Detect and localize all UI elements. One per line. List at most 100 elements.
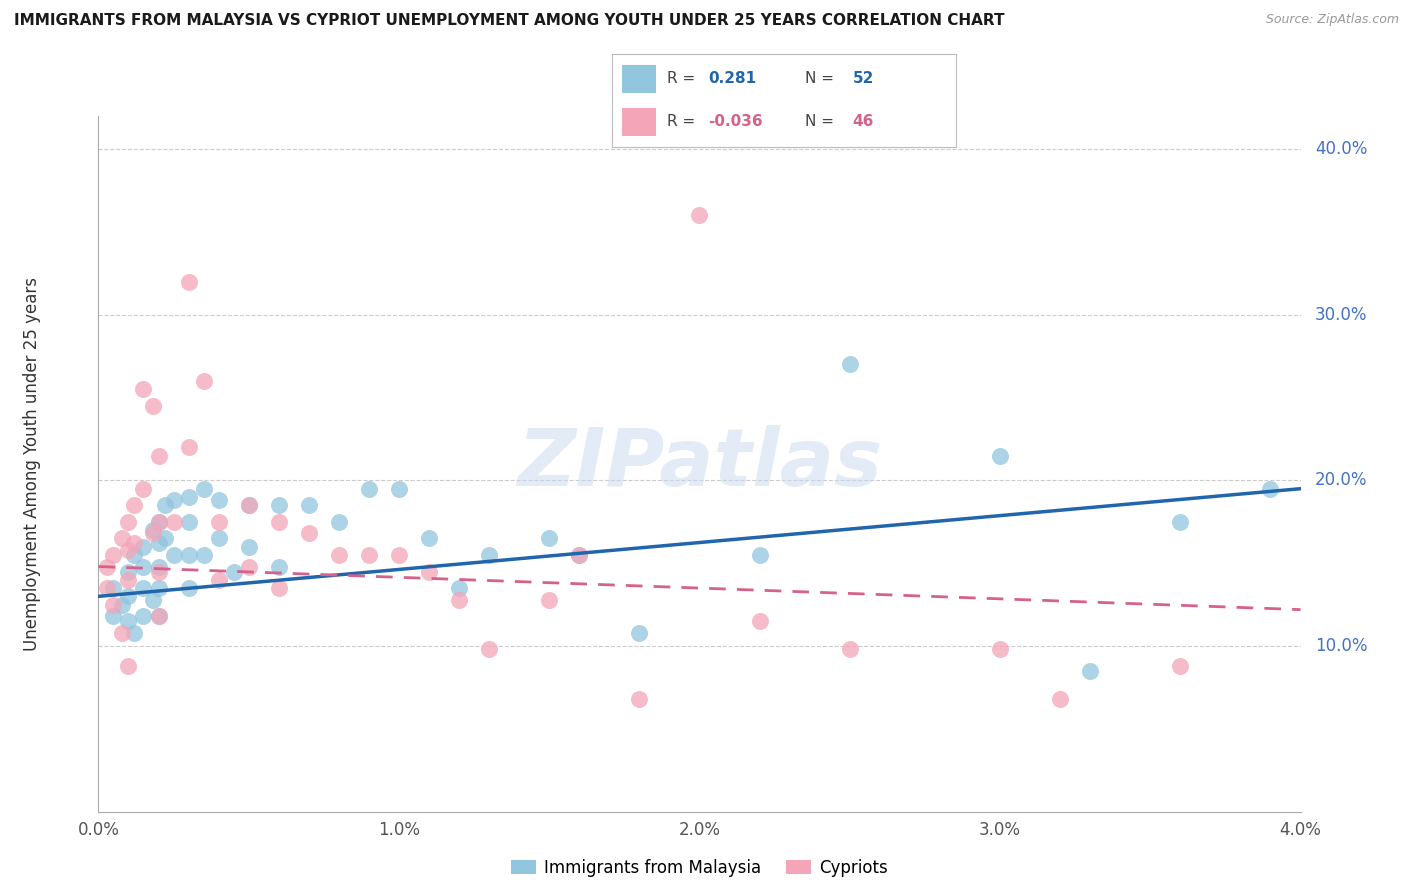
- Point: [148, 609, 170, 624]
- Point: [238, 498, 260, 512]
- Point: [117, 515, 139, 529]
- Point: [748, 614, 770, 628]
- Point: [838, 358, 860, 372]
- FancyBboxPatch shape: [621, 65, 657, 93]
- Point: [153, 498, 176, 512]
- Point: [103, 581, 125, 595]
- Point: [141, 399, 163, 413]
- Point: [124, 498, 146, 512]
- Point: [111, 532, 134, 546]
- Point: [267, 559, 290, 574]
- Point: [148, 536, 170, 550]
- Point: [238, 559, 260, 574]
- Point: [124, 548, 146, 562]
- Legend: Immigrants from Malaysia, Cypriots: Immigrants from Malaysia, Cypriots: [503, 852, 896, 883]
- Point: [208, 493, 231, 508]
- Text: -0.036: -0.036: [709, 114, 762, 129]
- Point: [193, 548, 215, 562]
- Point: [177, 275, 200, 289]
- Point: [267, 498, 290, 512]
- FancyBboxPatch shape: [621, 108, 657, 136]
- Point: [838, 642, 860, 657]
- Point: [117, 659, 139, 673]
- Point: [328, 515, 350, 529]
- Point: [447, 581, 470, 595]
- Text: Source: ZipAtlas.com: Source: ZipAtlas.com: [1265, 13, 1399, 27]
- Point: [111, 598, 134, 612]
- Point: [208, 573, 231, 587]
- Point: [111, 625, 134, 640]
- Point: [96, 559, 118, 574]
- Point: [117, 614, 139, 628]
- Point: [238, 540, 260, 554]
- Point: [222, 565, 245, 579]
- Text: R =: R =: [666, 71, 695, 87]
- Point: [117, 543, 139, 558]
- Point: [148, 449, 170, 463]
- Point: [132, 581, 155, 595]
- Text: ZIPatlas: ZIPatlas: [517, 425, 882, 503]
- Point: [96, 581, 118, 595]
- Point: [103, 609, 125, 624]
- Point: [117, 565, 139, 579]
- Point: [162, 515, 184, 529]
- Point: [988, 642, 1011, 657]
- Point: [162, 493, 184, 508]
- Point: [103, 598, 125, 612]
- Point: [124, 536, 146, 550]
- Point: [132, 559, 155, 574]
- Point: [1168, 515, 1191, 529]
- Point: [988, 449, 1011, 463]
- Point: [328, 548, 350, 562]
- Point: [1168, 659, 1191, 673]
- Point: [141, 592, 163, 607]
- Point: [1049, 692, 1071, 706]
- Point: [141, 523, 163, 537]
- Point: [748, 548, 770, 562]
- Point: [478, 548, 501, 562]
- Point: [162, 548, 184, 562]
- Point: [177, 515, 200, 529]
- Text: 0.281: 0.281: [709, 71, 756, 87]
- Point: [177, 548, 200, 562]
- Text: R =: R =: [666, 114, 695, 129]
- Point: [688, 208, 710, 222]
- Point: [568, 548, 591, 562]
- Point: [478, 642, 501, 657]
- Text: N =: N =: [804, 71, 834, 87]
- Point: [132, 540, 155, 554]
- Text: 10.0%: 10.0%: [1315, 637, 1368, 655]
- Point: [132, 382, 155, 396]
- Point: [148, 565, 170, 579]
- Point: [447, 592, 470, 607]
- Point: [148, 609, 170, 624]
- Point: [117, 573, 139, 587]
- Point: [418, 565, 440, 579]
- Text: 52: 52: [852, 71, 875, 87]
- Point: [148, 559, 170, 574]
- Point: [298, 498, 321, 512]
- Text: 30.0%: 30.0%: [1315, 306, 1368, 324]
- Point: [568, 548, 591, 562]
- Point: [141, 526, 163, 541]
- Point: [357, 482, 380, 496]
- Point: [193, 482, 215, 496]
- Point: [124, 625, 146, 640]
- Text: 46: 46: [852, 114, 875, 129]
- Text: Unemployment Among Youth under 25 years: Unemployment Among Youth under 25 years: [24, 277, 41, 651]
- Point: [388, 482, 411, 496]
- Point: [357, 548, 380, 562]
- Text: N =: N =: [804, 114, 834, 129]
- Point: [148, 581, 170, 595]
- Point: [538, 532, 561, 546]
- Point: [177, 490, 200, 504]
- Point: [148, 515, 170, 529]
- Point: [628, 692, 651, 706]
- Point: [103, 548, 125, 562]
- Point: [238, 498, 260, 512]
- Point: [1260, 482, 1282, 496]
- Point: [267, 581, 290, 595]
- Point: [208, 532, 231, 546]
- Point: [132, 609, 155, 624]
- Point: [208, 515, 231, 529]
